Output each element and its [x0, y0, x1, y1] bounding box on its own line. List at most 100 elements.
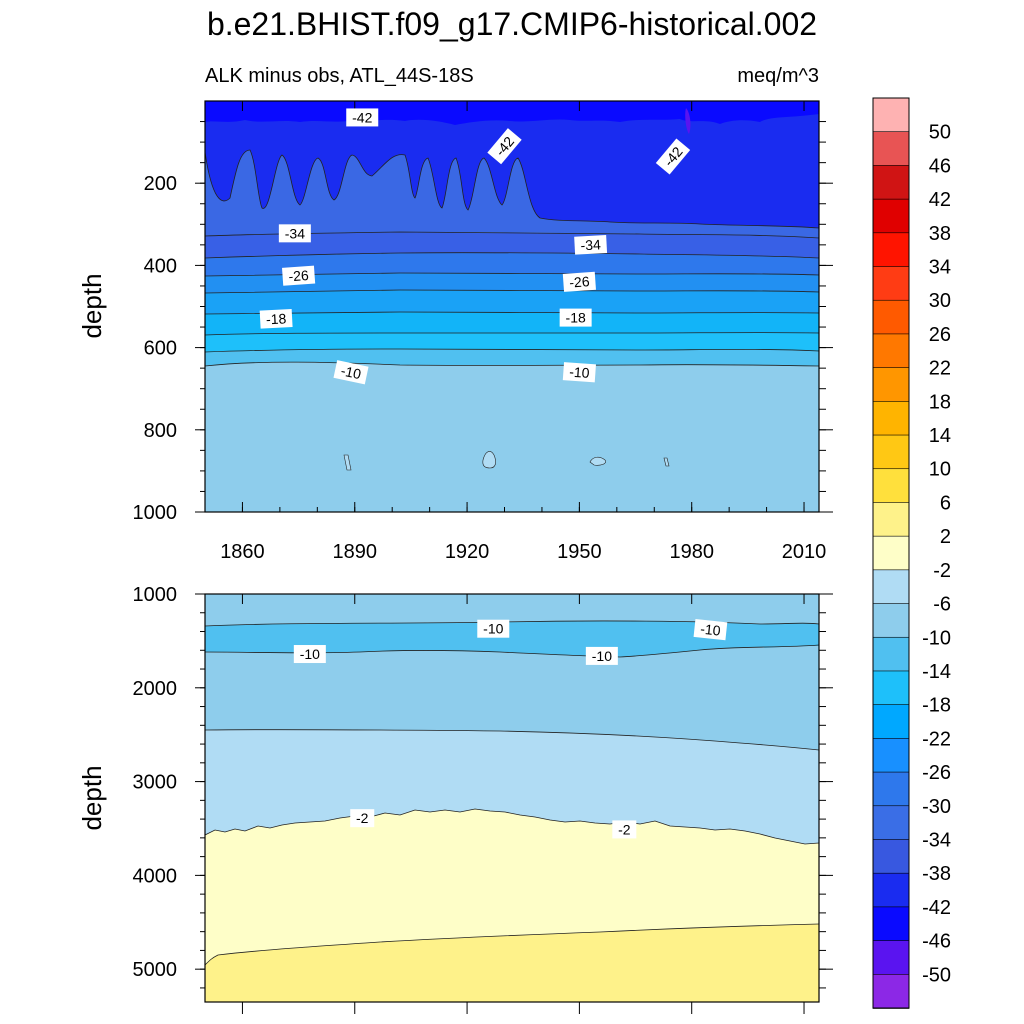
upper-x-ticks: 1860 1890 1920 1950 1980 2010: [204, 101, 827, 563]
contour-label: -2: [612, 820, 637, 839]
figure-title: b.e21.BHIST.f09_g17.CMIP6-historical.002: [207, 6, 817, 42]
colorbar-swatch: [872, 468, 910, 504]
colorbar-swatch: [872, 97, 910, 133]
upper-x-tick-label: 1890: [333, 541, 378, 563]
colorbar-label: -2: [933, 560, 951, 582]
colorbar-swatch: [872, 906, 910, 942]
contour-label-bg: [559, 308, 592, 327]
contour-label-text: -10: [339, 362, 362, 382]
contour-label: -10: [585, 646, 618, 665]
lower-panel: 1000 2000 3000 4000 5000 -10 -10 -10 -10 -2 -2 de…: [77, 584, 833, 1014]
contour-label-text: -10: [569, 364, 591, 381]
contour-label-bg: [562, 271, 596, 292]
colorbar-label: -42: [922, 897, 951, 919]
colorbar-label: 46: [929, 155, 951, 177]
contour-label: -10: [333, 360, 369, 385]
lower-y-tick-label: 1000: [133, 584, 178, 606]
upper-panel: 1860 1890 1920 1950 1980 2010 200 400 600 800 100…: [77, 100, 833, 563]
colorbar-swatch: [872, 165, 910, 200]
upper-x-tick-label: 2010: [782, 541, 827, 563]
contour-label-bg: [585, 646, 618, 665]
upper-band-minus50-minus46: [685, 108, 691, 134]
contour-label-bg: [278, 224, 311, 243]
contour-label: -26: [562, 271, 596, 292]
colorbar-label: 14: [929, 425, 951, 447]
contour-label-bg: [350, 809, 375, 828]
contour-label-bg: [333, 360, 369, 385]
colorbar-swatch: [872, 771, 910, 807]
colorbar-swatch: [872, 569, 910, 605]
panel-subtitle-units: meq/m^3: [737, 65, 819, 87]
contour-label: -18: [259, 309, 293, 329]
colorbar-label: -38: [922, 863, 951, 885]
contour-label-bg: [282, 265, 316, 286]
contour-label-bg: [693, 619, 728, 641]
contour-label-bg: [293, 645, 326, 664]
colorbar-swatch: [872, 973, 910, 1009]
colorbar-swatch: [872, 872, 910, 908]
contour-label-bg: [655, 138, 691, 175]
contour-label-text: -2: [356, 810, 369, 826]
upper-y-axis-label: depth: [77, 273, 107, 338]
colorbar-label: -18: [922, 695, 951, 717]
colorbar-swatch: [872, 299, 910, 335]
lower-band-minus14-minus10-east: [755, 628, 819, 648]
colorbar-label: 50: [929, 122, 951, 144]
lower-y-axis-label: depth: [77, 765, 107, 830]
upper-x-tick-label: 1920: [445, 541, 490, 563]
panel-subtitle-left: ALK minus obs, ATL_44S-18S: [205, 65, 474, 87]
contour-label: -10: [293, 645, 326, 664]
colorbar-swatch: [872, 266, 910, 302]
upper-small-patch: [343, 454, 352, 471]
colorbar-swatch: [872, 940, 910, 976]
contour-label-bg: [259, 309, 293, 329]
colorbar-swatch: [872, 636, 910, 672]
colorbar-swatch: [872, 502, 910, 537]
upper-band-minus46-minus42: [205, 101, 819, 228]
upper-x-tick-label: 1950: [557, 541, 602, 563]
colorbar-label: 18: [929, 391, 951, 413]
colorbar-label: -14: [922, 661, 951, 683]
upper-contour-lines: [205, 149, 819, 367]
contour-label: -10: [477, 619, 510, 638]
colorbar-swatch: [872, 535, 910, 571]
contour-label-text: -18: [266, 310, 287, 327]
contour-label-bg: [477, 619, 510, 638]
contour-label-text: -2: [618, 821, 631, 837]
contour-label-text: -18: [566, 310, 586, 326]
colorbar-label: 6: [940, 492, 951, 514]
upper-plot-area: [205, 101, 819, 512]
upper-x-tick-label: 1980: [669, 541, 714, 563]
contour-label-bg: [612, 820, 637, 839]
colorbar-swatch: [872, 198, 910, 234]
upper-small-patch: [663, 457, 670, 467]
contour-label: -42: [346, 108, 379, 127]
lower-y-ticks: 1000 2000 3000 4000 5000: [133, 584, 833, 989]
colorbar-swatch: [872, 738, 910, 773]
upper-y-tick-label: 800: [144, 420, 177, 442]
colorbar-frame: [872, 97, 910, 1009]
colorbar-label: 34: [929, 257, 951, 279]
contour-label-text: -10: [592, 648, 612, 664]
lower-band-minus14-minus10: [205, 620, 819, 657]
upper-x-tick-label: 1860: [220, 541, 265, 563]
contour-label: -10: [562, 362, 596, 383]
colorbar-label: 42: [929, 189, 951, 211]
upper-y-ticks: 200 400 600 800 1000: [133, 121, 833, 524]
lower-plot-frame: [204, 593, 820, 1003]
upper-small-patch: [589, 456, 606, 466]
contour-label-bg: [562, 362, 596, 383]
lower-plot-area: [205, 594, 819, 1002]
contour-label-bg: [346, 108, 379, 127]
lower-y-tick-label: 5000: [133, 959, 178, 981]
upper-band-minus22-minus18: [205, 312, 819, 335]
contour-label: -26: [282, 265, 316, 286]
colorbar-label: -46: [922, 931, 951, 953]
upper-band-minus34-minus30: [205, 252, 819, 276]
contour-label-text: -34: [285, 225, 305, 241]
lower-y-tick-label: 2000: [133, 678, 178, 700]
upper-y-tick-label: 200: [144, 173, 177, 195]
lower-contour-labels: -10 -10 -10 -10 -2 -2: [293, 619, 728, 839]
contour-label-bg: [487, 128, 522, 165]
